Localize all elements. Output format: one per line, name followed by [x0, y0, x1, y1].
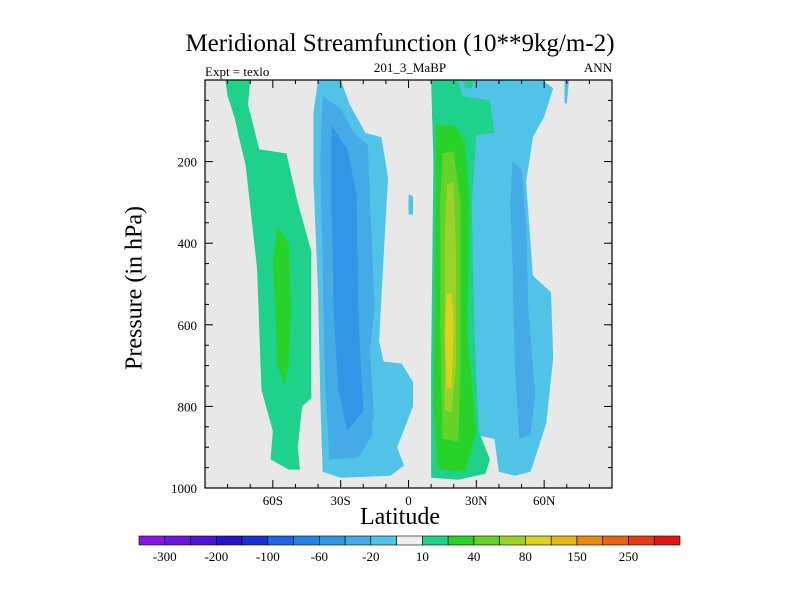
colorbar-box	[396, 535, 423, 546]
y-tick-label: 1000	[171, 481, 197, 496]
colorbar-label: 250	[619, 549, 639, 564]
x-tick-label: 30N	[465, 493, 488, 508]
colorbar-box	[499, 535, 526, 546]
colorbar-label: 150	[567, 549, 587, 564]
colorbar-box	[344, 535, 372, 546]
contour-region-sh-green-core	[272, 226, 291, 386]
contour-region-sh-small-blue	[408, 194, 413, 215]
y-tick-label: 600	[178, 318, 198, 333]
left-string: Expt = texlo	[205, 64, 270, 79]
contour-region-nh-yellow	[444, 292, 454, 388]
y-tick-label: 200	[178, 155, 198, 170]
colorbar-label: 40	[467, 549, 480, 564]
colorbar: -300 -200 -100 -60 -20 10 40 80 150 250	[138, 535, 681, 564]
colorbar-label: 10	[416, 549, 429, 564]
x-tick-label: 30S	[331, 493, 351, 508]
x-tick-label: 60N	[533, 493, 556, 508]
chart-title: Meridional Streamfunction (10**9kg/m-2)	[185, 30, 615, 57]
plot-area	[205, 80, 612, 488]
contour-region-nh-mid-blue	[510, 161, 536, 439]
x-tick-label: 60S	[263, 493, 283, 508]
colorbar-box	[267, 535, 294, 546]
center-string: 201_3_MaBP	[373, 60, 447, 75]
colorbar-box	[628, 535, 655, 546]
contour-region-sh-green-band	[225, 80, 312, 470]
colorbar-box	[653, 535, 681, 546]
colorbar-box	[241, 535, 269, 546]
y-tick-label: 400	[178, 236, 198, 251]
colorbar-box	[525, 535, 552, 546]
colorbar-box	[447, 535, 475, 546]
colorbar-label: -300	[153, 549, 177, 564]
colorbar-box	[164, 535, 191, 546]
contour-region-sh-lower-blue	[372, 418, 382, 435]
contour-region-top-green-blob-a	[462, 80, 475, 89]
axes: 60S 30S 0 30N 60N 200 400 600 800 1000	[171, 79, 613, 508]
contour-region-top-blue-blob	[564, 80, 569, 105]
right-string: ANN	[583, 60, 612, 75]
colorbar-box	[370, 535, 397, 546]
colorbar-box	[576, 535, 604, 546]
colorbar-label: -20	[362, 549, 379, 564]
colorbar-box	[293, 535, 320, 546]
contour-region-sh-inner-blue	[331, 124, 364, 431]
colorbar-box	[602, 535, 629, 546]
colorbar-label: 80	[519, 549, 532, 564]
colorbar-label: -60	[311, 549, 328, 564]
colorbar-box	[550, 535, 578, 546]
colorbar-box	[190, 535, 217, 546]
colorbar-label: -200	[204, 549, 228, 564]
y-tick-label: 800	[178, 399, 198, 414]
colorbar-box	[319, 535, 346, 546]
colorbar-label: -100	[256, 549, 280, 564]
colorbar-box	[473, 535, 500, 546]
colorbar-box	[138, 535, 166, 546]
x-tick-label: 0	[405, 493, 412, 508]
colorbar-box	[422, 535, 449, 546]
x-axis-label: Latitude	[360, 504, 440, 530]
colorbar-box	[215, 535, 243, 546]
